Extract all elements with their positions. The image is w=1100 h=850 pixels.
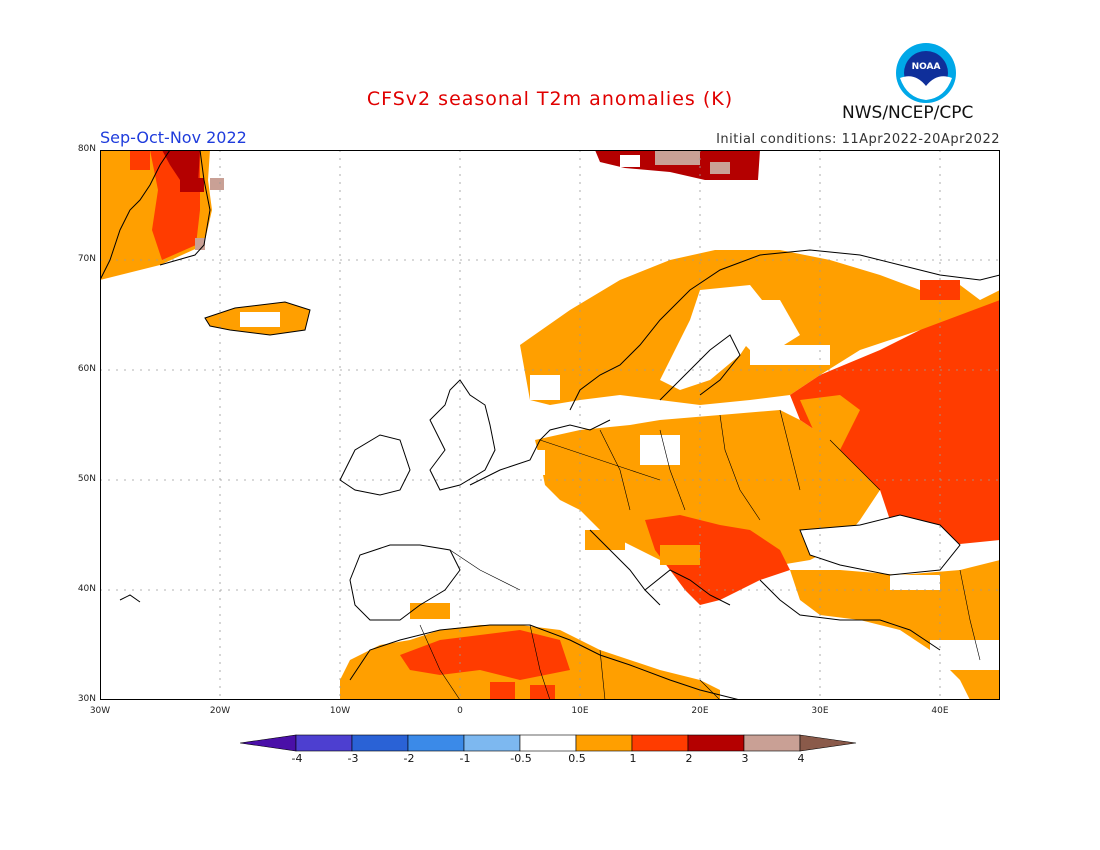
lat-label-80n: 80N xyxy=(77,144,96,154)
region-turkey xyxy=(790,560,1000,700)
lon-label-0: 0 xyxy=(457,706,463,716)
country-borders xyxy=(419,409,981,700)
colorbar-segment xyxy=(295,734,353,752)
colorbar-left-arrow xyxy=(240,734,297,752)
coastlines xyxy=(100,150,1000,700)
lat-label-60n: 60N xyxy=(77,364,96,374)
agency-label: NWS/NCEP/CPC xyxy=(842,103,974,123)
colorbar-segment xyxy=(519,734,577,752)
season-label: Sep-Oct-Nov 2022 xyxy=(100,128,247,147)
colorbar-segments xyxy=(240,734,857,752)
lat-label-30n: 30N xyxy=(77,694,96,704)
lon-label-20e: 20E xyxy=(691,706,709,716)
colorbar-label-4: 4 xyxy=(797,752,805,765)
region-western-russia xyxy=(790,280,1000,545)
colorbar-segment xyxy=(351,734,409,752)
colorbar-segment xyxy=(463,734,521,752)
colorbar-label-minus1: -1 xyxy=(459,752,471,765)
lon-label-30w: 30W xyxy=(89,706,111,716)
graticule xyxy=(100,150,1000,700)
colorbar-label-minus0-5: -0.5 xyxy=(510,752,532,765)
colorbar-segment xyxy=(631,734,689,752)
colorbar-label-2: 2 xyxy=(685,752,693,765)
lon-label-30e: 30E xyxy=(811,706,829,716)
lat-label-40n: 40N xyxy=(77,584,96,594)
colorbar xyxy=(240,734,857,752)
colorbar-label-minus3: -3 xyxy=(347,752,359,765)
colorbar-label-0-5: 0.5 xyxy=(568,752,586,765)
colorbar-label-1: 1 xyxy=(629,752,637,765)
colorbar-segment xyxy=(407,734,465,752)
region-greenland xyxy=(100,150,224,280)
noaa-logo: NOAA xyxy=(896,43,956,103)
colorbar-label-minus2: -2 xyxy=(403,752,415,765)
region-scandinavia xyxy=(520,250,1000,405)
region-svalbard xyxy=(595,150,760,180)
anomaly-map xyxy=(100,150,1000,700)
region-black-sea xyxy=(800,515,960,575)
lon-label-10w: 10W xyxy=(329,706,351,716)
lon-label-20w: 20W xyxy=(209,706,231,716)
region-north-africa xyxy=(340,625,720,700)
logo-text: NOAA xyxy=(912,62,941,72)
colorbar-label-minus4: -4 xyxy=(291,752,303,765)
region-iceland xyxy=(205,302,310,335)
initial-conditions: Initial conditions: 11Apr2022-20Apr2022 xyxy=(716,132,1000,147)
region-balkans xyxy=(645,515,790,605)
lon-label-40e: 40E xyxy=(931,706,949,716)
lat-label-50n: 50N xyxy=(77,474,96,484)
colorbar-segment xyxy=(575,734,633,752)
colorbar-segment xyxy=(743,734,801,752)
chart-title: CFSv2 seasonal T2m anomalies (K) xyxy=(366,88,734,110)
lon-label-10e: 10E xyxy=(571,706,589,716)
colorbar-right-arrow xyxy=(799,734,857,752)
colorbar-label-3: 3 xyxy=(741,752,749,765)
lat-label-70n: 70N xyxy=(77,254,96,264)
colorbar-segment xyxy=(687,734,745,752)
